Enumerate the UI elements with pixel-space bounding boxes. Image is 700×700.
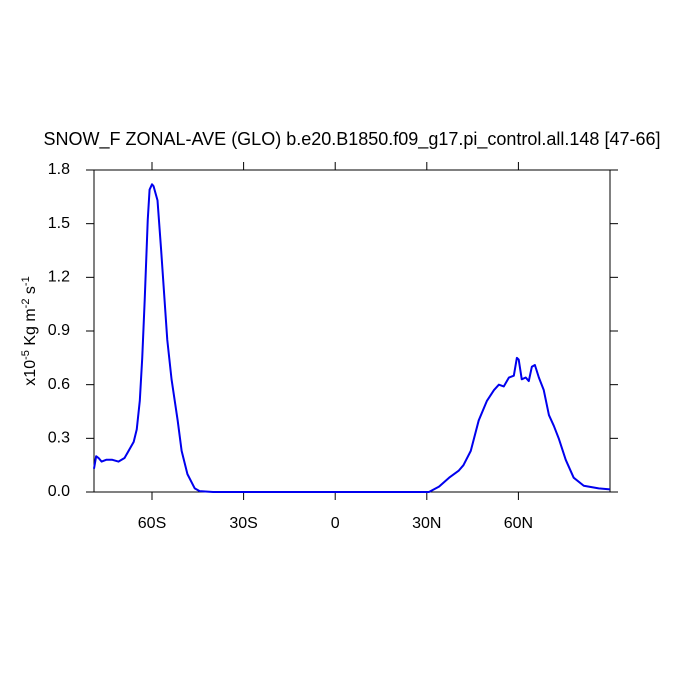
y-tick-label: 0.9 (48, 322, 70, 339)
x-tick-label: 60S (138, 515, 166, 532)
x-tick-label: 30S (229, 515, 257, 532)
x-tick-label: 0 (331, 515, 340, 532)
y-tick-label: 1.2 (48, 269, 70, 286)
y-tick-label: 0.0 (48, 483, 70, 500)
y-label-text: x10 (22, 360, 39, 386)
y-tick-label: 0.3 (48, 430, 70, 447)
y-tick-label: 0.6 (48, 376, 70, 393)
y-tick-label: 1.5 (48, 215, 70, 232)
x-tick-label: 30N (412, 515, 441, 532)
y-axis-label: x10-5 Kg m-2 s-1 (20, 276, 39, 385)
y-label-superscript: -1 (20, 276, 32, 286)
x-tick-label: 60N (504, 515, 533, 532)
chart-title: SNOW_F ZONAL-AVE (GLO) b.e20.B1850.f09_g… (44, 129, 661, 150)
y-tick-label: 1.8 (48, 161, 70, 178)
data-line (93, 183, 611, 493)
y-label-superscript: -5 (20, 350, 32, 360)
y-label-text: s (22, 286, 39, 298)
y-label-superscript: -2 (20, 299, 32, 309)
y-label-text: Kg m (22, 308, 39, 350)
